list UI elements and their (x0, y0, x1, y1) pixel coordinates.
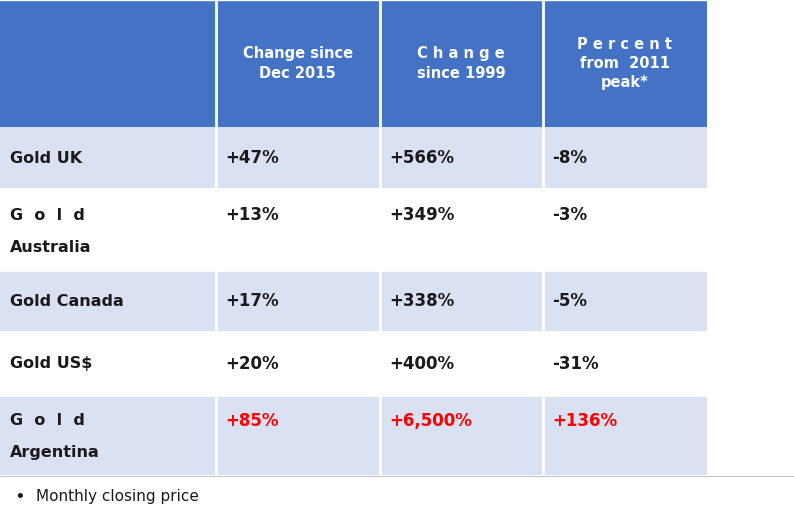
Bar (543, 270, 707, 333)
Text: Change since
Dec 2015: Change since Dec 2015 (243, 46, 353, 81)
Bar (216, 395, 380, 476)
Text: G  o  l  d: G o l d (10, 413, 84, 428)
Text: +136%: +136% (553, 412, 618, 430)
Text: -3%: -3% (553, 206, 588, 224)
Bar (380, 127, 543, 190)
Bar (0, 476, 794, 518)
Bar (0, 190, 216, 270)
Bar (216, 127, 380, 190)
Text: Argentina: Argentina (10, 445, 99, 461)
Bar (0, 395, 216, 476)
Text: +17%: +17% (225, 292, 279, 310)
Text: •: • (14, 488, 25, 506)
Bar (543, 127, 707, 190)
Text: +6,500%: +6,500% (389, 412, 472, 430)
Bar (380, 190, 543, 270)
Text: +400%: +400% (389, 355, 454, 373)
Text: +20%: +20% (225, 355, 279, 373)
Bar (216, 270, 380, 333)
Text: G  o  l  d: G o l d (10, 208, 84, 223)
Text: +85%: +85% (225, 412, 279, 430)
Bar (380, 395, 543, 476)
Text: C h a n g e
since 1999: C h a n g e since 1999 (417, 46, 506, 81)
Text: -5%: -5% (553, 292, 588, 310)
Text: +566%: +566% (389, 149, 454, 167)
Text: +338%: +338% (389, 292, 454, 310)
Text: Gold US$: Gold US$ (10, 356, 92, 371)
Text: +349%: +349% (389, 206, 454, 224)
Text: -8%: -8% (553, 149, 588, 167)
Bar (216, 0, 380, 127)
Text: Gold Canada: Gold Canada (10, 294, 123, 309)
Text: -31%: -31% (553, 355, 599, 373)
Text: +47%: +47% (225, 149, 279, 167)
Bar (543, 333, 707, 395)
Text: Australia: Australia (10, 240, 91, 255)
Bar (0, 127, 216, 190)
Text: Gold UK: Gold UK (10, 151, 82, 166)
Bar (543, 0, 707, 127)
Bar (380, 270, 543, 333)
Bar (216, 190, 380, 270)
Bar (543, 190, 707, 270)
Bar (0, 270, 216, 333)
Bar (0, 333, 216, 395)
Text: Monthly closing price: Monthly closing price (36, 490, 198, 504)
Bar (380, 333, 543, 395)
Bar (216, 333, 380, 395)
Bar (0, 0, 216, 127)
Bar (380, 0, 543, 127)
Text: P e r c e n t
from  2011
peak*: P e r c e n t from 2011 peak* (577, 37, 673, 90)
Text: +13%: +13% (225, 206, 279, 224)
Bar (543, 395, 707, 476)
